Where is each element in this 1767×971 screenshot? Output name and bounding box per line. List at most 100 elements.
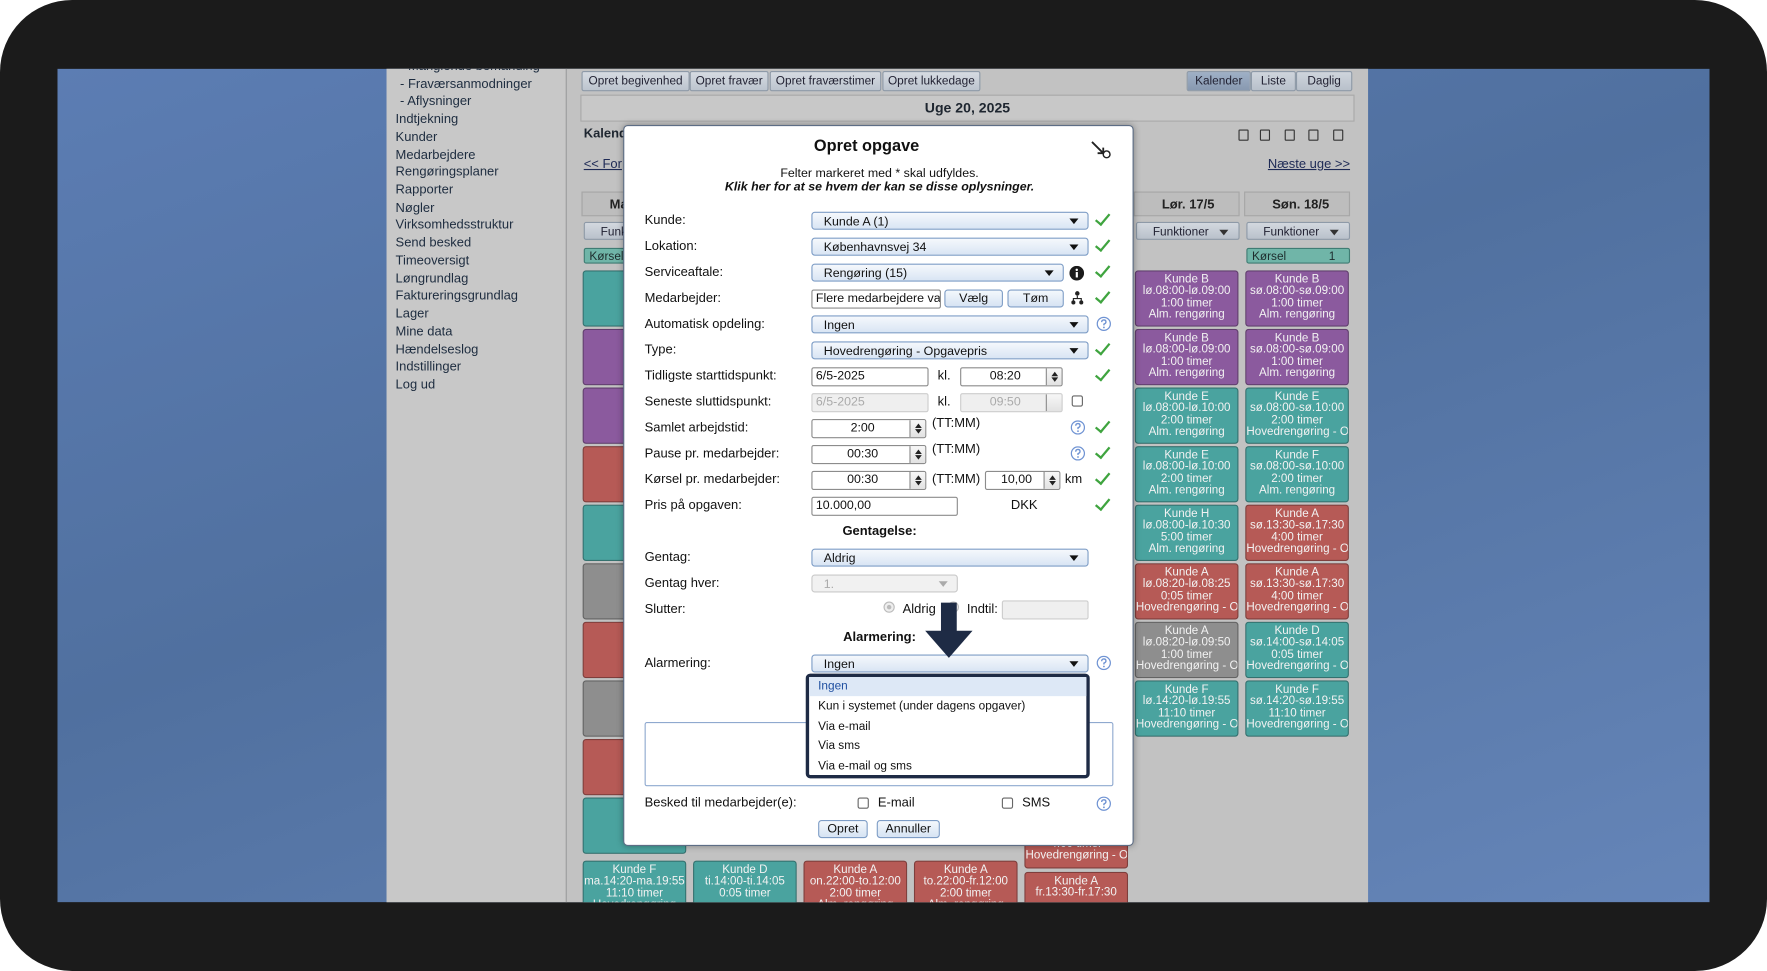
radio-label: Indtil: xyxy=(966,602,998,617)
pause-input[interactable]: 00:30 xyxy=(811,444,927,465)
view-tab[interactable]: Kalender xyxy=(1186,70,1251,92)
menu-item[interactable]: Nøgler xyxy=(395,201,435,215)
card-line: lø.08:20-lø.08:25 xyxy=(1142,578,1231,591)
functions-button[interactable]: Funktioner xyxy=(1246,221,1351,240)
help-icon[interactable] xyxy=(1096,796,1111,811)
valid-check xyxy=(1094,417,1111,434)
clear-button[interactable]: Tøm xyxy=(1007,289,1064,308)
checkbox-label: E-mail xyxy=(877,796,915,810)
info-icon[interactable] xyxy=(1069,265,1085,281)
alarm-option[interactable]: Kun i systemet (under dagens opgaver) xyxy=(818,699,1026,713)
menu-item[interactable]: - Aflysninger xyxy=(400,95,472,109)
menu-item[interactable]: Timeoversigt xyxy=(395,254,470,268)
menu-item[interactable]: Rapporter xyxy=(395,183,454,198)
menu-item[interactable]: - Fraværsanmodninger xyxy=(400,77,532,91)
functions-button[interactable]: Funktioner xyxy=(1135,221,1240,240)
action-button[interactable]: Opret begivenhed xyxy=(581,70,690,92)
until-input xyxy=(1001,600,1089,620)
cancel-button[interactable]: Annuller xyxy=(876,820,940,839)
help-icon[interactable] xyxy=(1096,316,1111,332)
choose-button[interactable]: Vælg xyxy=(944,289,1003,308)
start-date-input[interactable]: 6/5-2025 xyxy=(811,367,929,387)
alarm-option[interactable]: Via e-mail xyxy=(818,719,871,733)
location-select[interactable]: Københavnsvej 34 xyxy=(811,237,1089,256)
card-line: Kunde F xyxy=(1275,449,1320,462)
visibility-link[interactable]: Klik her for at se hvem der kan se disse… xyxy=(724,180,1035,194)
menu-item[interactable]: Medarbejdere xyxy=(395,148,476,162)
menu-item[interactable]: Faktureringsgrundlag xyxy=(395,289,519,304)
calendar-tool-icon[interactable] xyxy=(1238,129,1249,141)
hierarchy-icon[interactable] xyxy=(1071,291,1085,306)
menu-item[interactable]: Kunder xyxy=(395,130,438,145)
card-line: sø.08:00-sø.10:00 xyxy=(1249,402,1345,415)
menu-item[interactable]: Hændelseslog xyxy=(395,343,479,357)
view-tab[interactable]: Liste xyxy=(1250,70,1296,92)
valid-check xyxy=(1094,339,1111,356)
help-icon[interactable] xyxy=(1096,655,1111,671)
view-tab[interactable]: Daglig xyxy=(1295,70,1353,92)
total-time-input[interactable]: 2:00 xyxy=(811,419,927,439)
menu-item[interactable]: Log ud xyxy=(395,378,436,392)
driving-time-input[interactable]: 00:30 xyxy=(811,470,927,491)
submit-button[interactable]: Opret xyxy=(818,820,868,839)
calendar-tool-icon[interactable] xyxy=(1284,129,1295,141)
action-button[interactable]: Opret fravær xyxy=(689,70,769,92)
menu-item[interactable]: - Manglende bemanding xyxy=(400,69,540,74)
menu-item[interactable]: Mine data xyxy=(395,325,453,339)
help-icon[interactable] xyxy=(1070,420,1086,435)
next-week-link[interactable]: Næste uge >> xyxy=(1267,157,1351,172)
sms-checkbox[interactable] xyxy=(1001,797,1014,809)
menu-item[interactable]: Rengøringsplaner xyxy=(395,165,499,180)
action-button[interactable]: Opret fraværstimer xyxy=(769,70,882,92)
type-select[interactable]: Hovedrengøring - Opgavepris xyxy=(811,341,1089,360)
help-icon[interactable] xyxy=(1070,446,1086,461)
menu-item[interactable]: Løngrundlag xyxy=(395,272,469,286)
alarm-option[interactable]: Ingen xyxy=(809,676,1087,697)
email-checkbox[interactable] xyxy=(857,797,869,809)
close-icon[interactable] xyxy=(1090,140,1113,160)
calendar-tool-icon[interactable] xyxy=(1333,129,1344,141)
menu-item[interactable]: Lager xyxy=(395,307,429,322)
calendar-tool-icon[interactable] xyxy=(1259,129,1271,141)
menu-item[interactable]: Indtjekning xyxy=(395,112,459,127)
auto-split-select[interactable]: Ingen xyxy=(811,315,1089,334)
start-time-input[interactable]: 08:20 xyxy=(960,367,1063,387)
driving-row[interactable]: Kørsel 1 xyxy=(1246,247,1351,264)
end-time-checkbox[interactable] xyxy=(1071,395,1083,407)
distance-input[interactable]: 10,00 xyxy=(984,470,1061,491)
menu-item[interactable]: Indstillinger xyxy=(395,360,462,375)
customer-select[interactable]: Kunde A (1) xyxy=(811,211,1089,230)
employee-input[interactable]: Flere medarbejdere val xyxy=(811,289,941,309)
alarm-option[interactable]: Via sms xyxy=(818,739,861,753)
service-select[interactable]: Rengøring (15) xyxy=(811,263,1064,282)
menu-item[interactable]: Virksomhedsstruktur xyxy=(395,219,514,233)
previous-week-link[interactable]: << For xyxy=(583,157,622,172)
calendar-tool-icon[interactable] xyxy=(1308,129,1319,141)
alarm-option[interactable]: Via e-mail og sms xyxy=(818,759,912,773)
menu-item[interactable]: Send besked xyxy=(395,236,472,251)
price-input[interactable]: 10.000,00 xyxy=(811,496,958,516)
action-button[interactable]: Opret lukkedage xyxy=(882,70,981,92)
repeat-select[interactable]: Aldrig xyxy=(811,548,1089,567)
